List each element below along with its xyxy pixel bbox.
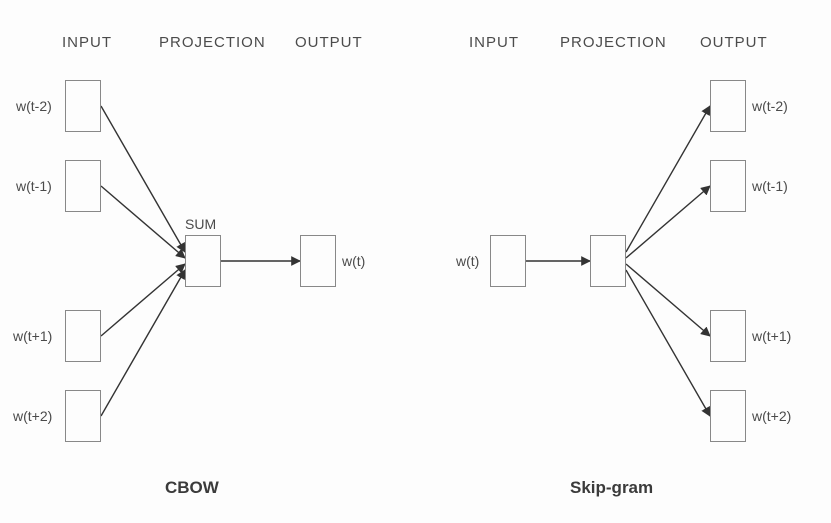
cbow-input-label-2: w(t+1) (13, 328, 52, 344)
skipgram-output-box-3 (710, 390, 746, 442)
skipgram-header-1: PROJECTION (560, 34, 667, 51)
skipgram-header-2: OUTPUT (700, 34, 768, 51)
cbow-title: CBOW (165, 478, 219, 498)
skipgram-edge-3 (626, 264, 710, 336)
skipgram-output-label-0: w(t-2) (752, 98, 788, 114)
skipgram-output-label-3: w(t+2) (752, 408, 791, 424)
edges-svg (0, 0, 831, 523)
cbow-input-box-2 (65, 310, 101, 362)
skipgram-header-0: INPUT (469, 34, 519, 51)
skipgram-output-label-2: w(t+1) (752, 328, 791, 344)
cbow-header-0: INPUT (62, 34, 112, 51)
cbow-projection-box (185, 235, 221, 287)
cbow-input-label-1: w(t-1) (16, 178, 52, 194)
cbow-input-label-0: w(t-2) (16, 98, 52, 114)
cbow-header-2: OUTPUT (295, 34, 363, 51)
cbow-edge-0 (101, 106, 185, 252)
skipgram-output-label-1: w(t-1) (752, 178, 788, 194)
cbow-input-label-3: w(t+2) (13, 408, 52, 424)
cbow-edge-3 (101, 270, 185, 416)
cbow-input-box-0 (65, 80, 101, 132)
skipgram-output-box-2 (710, 310, 746, 362)
skipgram-edge-1 (626, 106, 710, 252)
skipgram-edge-2 (626, 186, 710, 258)
skipgram-output-box-0 (710, 80, 746, 132)
cbow-output-label: w(t) (342, 253, 365, 269)
cbow-input-box-1 (65, 160, 101, 212)
skipgram-edge-4 (626, 270, 710, 416)
cbow-edge-1 (101, 186, 185, 258)
skipgram-title: Skip-gram (570, 478, 653, 498)
cbow-output-box (300, 235, 336, 287)
cbow-sum-label: SUM (185, 216, 216, 232)
skipgram-input-box (490, 235, 526, 287)
cbow-edge-2 (101, 264, 185, 336)
cbow-input-box-3 (65, 390, 101, 442)
skipgram-projection-box (590, 235, 626, 287)
skipgram-input-label: w(t) (456, 253, 479, 269)
cbow-header-1: PROJECTION (159, 34, 266, 51)
skipgram-output-box-1 (710, 160, 746, 212)
